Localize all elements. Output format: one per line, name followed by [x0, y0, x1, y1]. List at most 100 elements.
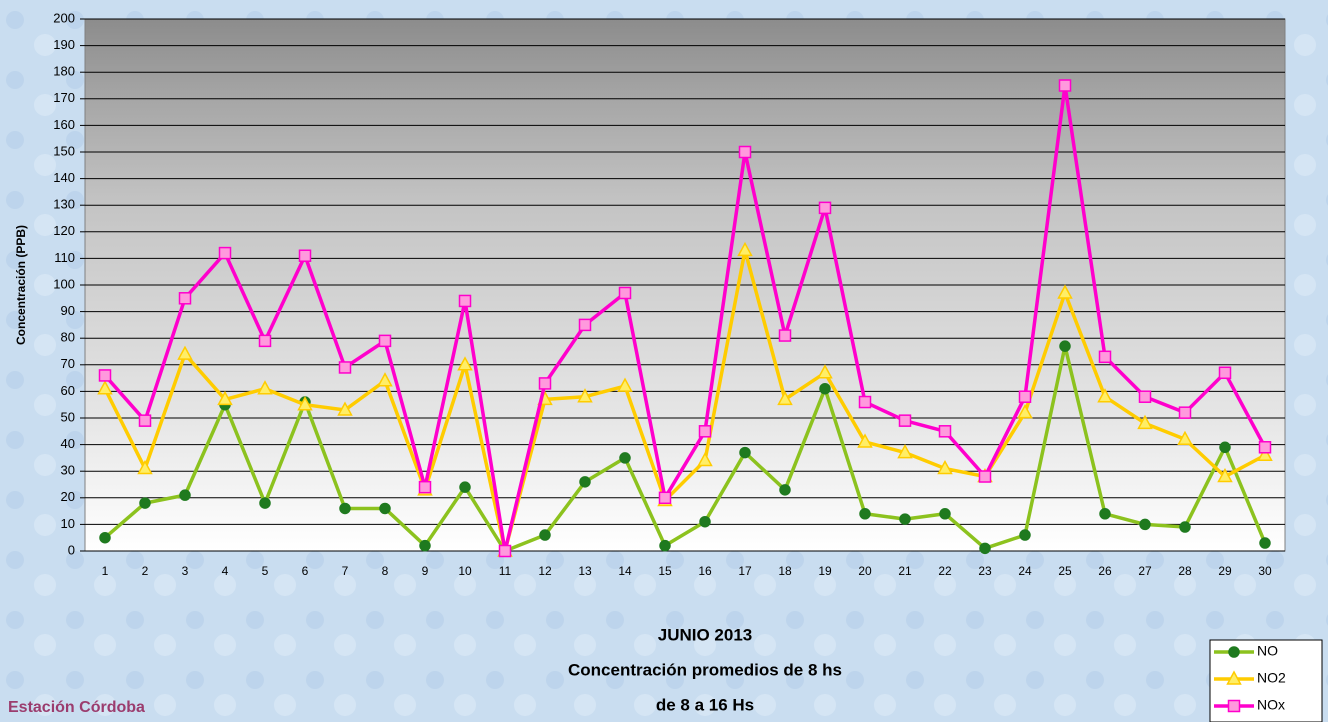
data-point [1180, 522, 1190, 532]
x-tick-label: 25 [1058, 564, 1072, 578]
data-point [1100, 351, 1111, 362]
x-tick-label: 15 [658, 564, 672, 578]
data-point [420, 541, 430, 551]
x-tick-label: 8 [382, 564, 389, 578]
x-tick-label: 24 [1018, 564, 1032, 578]
x-tick-label: 13 [578, 564, 592, 578]
data-point [820, 384, 830, 394]
station-label: Estación Córdoba [8, 699, 145, 716]
data-point [780, 330, 791, 341]
x-tick-label: 28 [1178, 564, 1192, 578]
chart: Concentración (PPB) JUNIO 2013 Concentra… [0, 0, 1328, 722]
y-tick-label: 180 [53, 64, 75, 79]
data-point [980, 543, 990, 553]
data-point [620, 287, 631, 298]
data-point [420, 482, 431, 493]
data-point [900, 415, 911, 426]
y-tick-label: 70 [61, 356, 75, 371]
y-tick-label: 80 [61, 330, 75, 345]
x-tick-label: 14 [618, 564, 632, 578]
legend-label: NOx [1257, 697, 1285, 713]
y-tick-label: 60 [61, 383, 75, 398]
legend-label: NO [1257, 643, 1278, 659]
data-point [1260, 538, 1270, 548]
data-point [580, 477, 590, 487]
x-tick-label: 22 [938, 564, 952, 578]
data-point [740, 448, 750, 458]
legend-label: NO2 [1257, 670, 1286, 686]
data-point [220, 248, 231, 259]
x-tick-label: 1 [102, 564, 109, 578]
data-point [700, 426, 711, 437]
data-point [500, 546, 511, 557]
data-point [1260, 442, 1271, 453]
data-point [100, 533, 110, 543]
data-point [460, 295, 471, 306]
data-point [900, 514, 910, 524]
data-point [580, 319, 591, 330]
data-point [140, 415, 151, 426]
data-point [380, 503, 390, 513]
data-point [980, 471, 991, 482]
data-point [540, 530, 550, 540]
y-tick-label: 130 [53, 197, 75, 212]
data-point [740, 147, 751, 158]
y-tick-label: 110 [54, 250, 75, 265]
x-tick-label: 23 [978, 564, 992, 578]
data-point [540, 378, 551, 389]
data-point [260, 335, 271, 346]
x-tick-label: 18 [778, 564, 792, 578]
data-point [340, 503, 350, 513]
y-tick-label: 50 [61, 409, 75, 424]
data-point [180, 490, 190, 500]
y-tick-label: 10 [61, 516, 75, 531]
data-point [1100, 509, 1110, 519]
x-tick-label: 10 [458, 564, 472, 578]
data-point [300, 250, 311, 261]
data-point [460, 482, 470, 492]
x-tick-label: 7 [342, 564, 349, 578]
x-tick-label: 30 [1258, 564, 1272, 578]
chart-subtitle: de 8 a 16 Hs [656, 695, 754, 714]
x-tick-label: 6 [302, 564, 309, 578]
y-tick-label: 0 [68, 542, 75, 557]
y-tick-label: 140 [53, 170, 75, 185]
data-point [140, 498, 150, 508]
data-point [860, 509, 870, 519]
data-point [100, 370, 111, 381]
x-tick-label: 20 [858, 564, 872, 578]
chart-subtitle: Concentración promedios de 8 hs [568, 660, 842, 679]
legend-marker [1229, 701, 1240, 712]
data-point [660, 541, 670, 551]
data-point [940, 509, 950, 519]
x-tick-label: 29 [1218, 564, 1232, 578]
x-tick-label: 12 [538, 564, 552, 578]
y-tick-label: 90 [61, 303, 75, 318]
data-point [1220, 367, 1231, 378]
data-point [1140, 519, 1150, 529]
x-tick-label: 2 [142, 564, 149, 578]
y-tick-label: 160 [53, 117, 75, 132]
data-point [1060, 341, 1070, 351]
y-tick-label: 200 [53, 10, 75, 25]
x-tick-label: 9 [422, 564, 429, 578]
x-tick-label: 21 [898, 564, 912, 578]
y-tick-label: 20 [61, 489, 75, 504]
x-tick-label: 11 [499, 564, 512, 578]
y-tick-label: 100 [53, 276, 75, 291]
x-tick-label: 17 [738, 564, 752, 578]
x-tick-label: 19 [818, 564, 832, 578]
data-point [1220, 442, 1230, 452]
y-tick-label: 170 [53, 90, 75, 105]
y-axis-label: Concentración (PPB) [14, 225, 28, 345]
y-tick-label: 120 [53, 223, 75, 238]
x-tick-label: 5 [262, 564, 269, 578]
data-point [820, 202, 831, 213]
data-point [380, 335, 391, 346]
data-point [1020, 530, 1030, 540]
x-tick-label: 26 [1098, 564, 1112, 578]
data-point [780, 485, 790, 495]
x-tick-label: 4 [222, 564, 229, 578]
data-point [1060, 80, 1071, 91]
data-point [660, 492, 671, 503]
